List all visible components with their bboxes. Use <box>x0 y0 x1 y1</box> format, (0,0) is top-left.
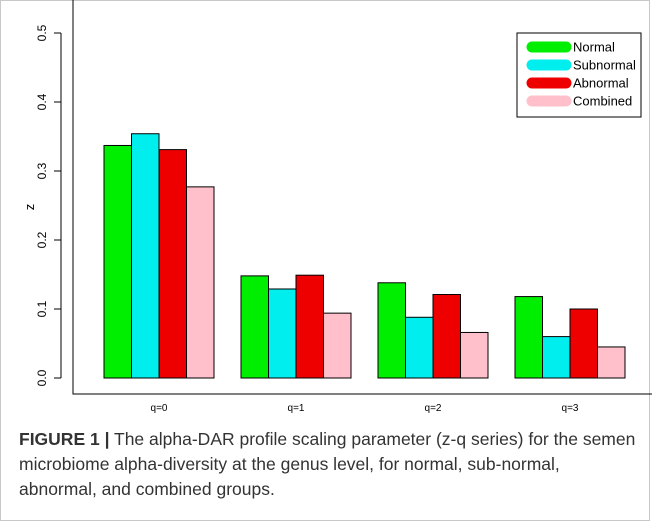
bar-chart: 0.0 0.1 0.2 0.3 0.4 0.5 z q=0 q=1 q=2 q=3 Normal… <box>22 0 652 414</box>
legend-label: Subnormal <box>573 58 636 73</box>
bar <box>569 308 598 379</box>
bar <box>103 144 132 379</box>
bar <box>377 282 406 379</box>
y-tick-label: 0.5 <box>35 24 49 41</box>
bar <box>432 294 461 379</box>
plot-border <box>72 0 652 395</box>
y-tick-label: 0.4 <box>35 93 49 110</box>
bar <box>323 312 352 379</box>
bar <box>295 274 324 379</box>
plot-box <box>72 0 652 395</box>
bars <box>103 133 626 379</box>
legend-label: Normal <box>573 40 615 55</box>
y-axis-label: z <box>22 204 37 211</box>
y-tick-label: 0.0 <box>35 369 49 386</box>
x-tick-label: q=1 <box>288 403 305 414</box>
bar <box>131 133 160 379</box>
bar <box>240 275 269 379</box>
figure-caption-text: The alpha-DAR profile scaling parameter … <box>19 429 636 499</box>
y-tick-label: 0.1 <box>35 300 49 317</box>
x-tick-label: q=3 <box>562 403 579 414</box>
legend-label: Combined <box>573 94 632 109</box>
bar <box>186 186 215 379</box>
bar <box>542 336 571 379</box>
x-tick-label: q=2 <box>425 403 442 414</box>
figure-caption: FIGURE 1 | The alpha-DAR profile scaling… <box>19 427 639 502</box>
bar <box>514 296 543 379</box>
figure-label: FIGURE 1 | <box>19 429 110 449</box>
x-tick-label: q=0 <box>151 403 168 414</box>
y-axis: 0.0 0.1 0.2 0.3 0.4 0.5 <box>35 24 62 386</box>
bar <box>460 331 489 379</box>
y-tick-label: 0.3 <box>35 162 49 179</box>
bar <box>405 316 434 379</box>
x-tick-labels: q=0 q=1 q=2 q=3 <box>151 403 579 414</box>
bar <box>158 149 187 379</box>
legend-label: Abnormal <box>573 76 629 91</box>
bar <box>597 346 626 379</box>
y-tick-label: 0.2 <box>35 231 49 248</box>
bar <box>268 288 297 379</box>
legend: Normal Subnormal Abnormal Combined <box>516 32 642 118</box>
